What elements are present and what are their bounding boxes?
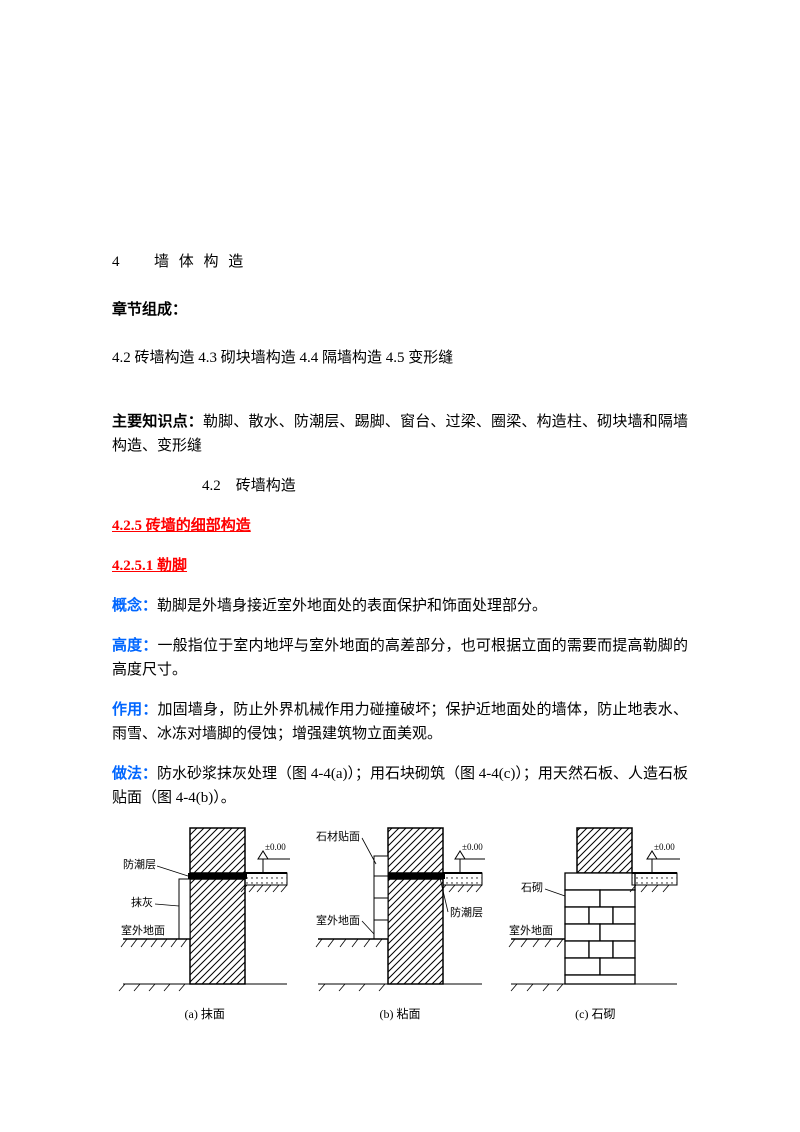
caption-b: (b) 粘面 <box>379 1005 420 1024</box>
heading-425: 4.2.5 砖墙的细部构造 <box>112 514 688 538</box>
method-label: 做法： <box>112 766 157 782</box>
section-list: 4.2 砖墙构造 4.3 砌块墙构造 4.4 隔墙构造 4.5 变形缝 <box>112 346 688 370</box>
diagram-c: ±0.00 石砌 室外地面 (c) 石砌 <box>503 826 688 1024</box>
function-para: 作用：加固墙身，防止外界机械作用力碰撞破坏；保护近地面处的墙体，防止地表水、雨雪… <box>112 698 688 746</box>
section-heading: 章节组成： <box>112 298 688 322</box>
diagram-c-svg: ±0.00 石砌 室外地面 <box>505 826 685 1001</box>
height-para: 高度：一般指位于室内地坪与室外地面的高差部分，也可根据立面的需要而提高勒脚的高度… <box>112 634 688 682</box>
method-para: 做法：防水砂浆抹灰处理（图 4-4(a)）；用石块砌筑（图 4-4(c)）；用天… <box>112 762 688 810</box>
chapter-title-text: 墙 体 构 造 <box>154 254 246 270</box>
caption-c: (c) 石砌 <box>575 1005 615 1024</box>
label-sctm-b: 石材贴面 <box>316 829 360 843</box>
height-label: 高度： <box>112 638 157 654</box>
label-fcl-a: 防潮层 <box>123 857 156 871</box>
label-mh-a: 抹灰 <box>131 895 153 909</box>
knowledge-points: 主要知识点：勒脚、散水、防潮层、踢脚、窗台、过梁、圈梁、构造柱、砌块墙和隔墙构造… <box>112 410 688 458</box>
elev-a: ±0.00 <box>265 842 286 852</box>
diagram-a: ±0.00 防潮层 抹灰 室外地面 ( <box>112 826 297 1024</box>
label-swdm-c: 室外地面 <box>509 923 553 937</box>
chapter-number: 4 <box>112 254 123 270</box>
chapter-title: 4 墙 体 构 造 <box>112 250 688 274</box>
method-text: 防水砂浆抹灰处理（图 4-4(a)）；用石块砌筑（图 4-4(c)）；用天然石板… <box>112 766 688 806</box>
height-text: 一般指位于室内地坪与室外地面的高差部分，也可根据立面的需要而提高勒脚的高度尺寸。 <box>112 638 688 678</box>
label-sq-c: 石砌 <box>521 881 543 894</box>
caption-a: (a) 抹面 <box>185 1005 225 1024</box>
elev-b: ±0.00 <box>462 842 483 852</box>
concept-label: 概念： <box>112 598 157 614</box>
diagram-a-svg: ±0.00 防潮层 抹灰 室外地面 <box>115 826 295 1001</box>
elev-c: ±0.00 <box>654 842 675 852</box>
function-text: 加固墙身，防止外界机械作用力碰撞破坏；保护近地面处的墙体，防止地表水、雨雪、冰冻… <box>112 702 688 742</box>
diagram-b: ±0.00 石材贴面 室外地面 防潮层 (b) 粘面 <box>307 826 492 1024</box>
label-swdm-b: 室外地面 <box>316 913 360 927</box>
concept-para: 概念：勒脚是外墙身接近室外地面处的表面保护和饰面处理部分。 <box>112 594 688 618</box>
diagram-row: ±0.00 防潮层 抹灰 室外地面 ( <box>112 826 688 1024</box>
sub-section-42: 4.2 砖墙构造 <box>202 474 688 498</box>
concept-text: 勒脚是外墙身接近室外地面处的表面保护和饰面处理部分。 <box>157 598 547 614</box>
diagram-b-svg: ±0.00 石材贴面 室外地面 防潮层 <box>310 826 490 1001</box>
label-swdm-a: 室外地面 <box>121 923 165 937</box>
function-label: 作用： <box>112 702 157 718</box>
label-fcl-b: 防潮层 <box>450 905 483 919</box>
heading-4251: 4.2.5.1 勒脚 <box>112 554 688 578</box>
knowledge-label: 主要知识点： <box>112 414 203 430</box>
